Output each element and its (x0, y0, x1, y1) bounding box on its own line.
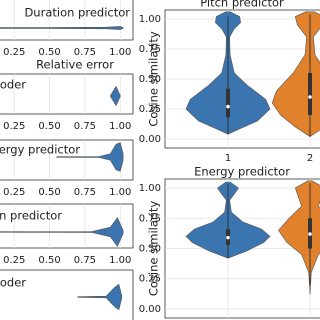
x-tick-label: 1.00 (109, 121, 131, 132)
x-tick-label: 1.00 (109, 47, 131, 58)
y-tick-label: 0.75 (139, 213, 161, 224)
panel-title: Pitch predictor (200, 0, 284, 10)
x-tick-label: 0.25 (3, 255, 25, 266)
plot-area (0, 0, 134, 41)
x-tick-label: 0.75 (74, 47, 96, 58)
x-tick-label: 0.50 (38, 121, 60, 132)
box (308, 73, 312, 115)
plot-area (0, 203, 134, 249)
x-tick-label: 0.75 (74, 187, 96, 198)
panel-title: oder (0, 276, 26, 290)
violin (56, 142, 124, 172)
panel-title: ergy predictor (0, 143, 80, 157)
y-tick-label: 1.00 (139, 183, 161, 194)
panel-title: n predictor (0, 209, 62, 223)
y-tick-label: 0.00 (139, 304, 161, 315)
plot-area (0, 73, 134, 115)
median (308, 95, 312, 99)
violin (0, 26, 124, 30)
x-tick-label: 0.25 (3, 121, 25, 132)
x-tick-label: 2 (307, 153, 313, 164)
x-tick-label: 1.00 (109, 187, 131, 198)
x-tick-label: 0.75 (74, 121, 96, 132)
y-tick-label: 0.50 (139, 74, 161, 85)
x-tick-label: 0.75 (74, 255, 96, 266)
section-label: Relative error (36, 58, 114, 72)
y-tick-label: 0.00 (139, 134, 161, 145)
box (226, 88, 230, 118)
y-tick-label: 0.25 (139, 104, 161, 115)
x-tick-label: 0.25 (3, 187, 25, 198)
panel-title: Duration predictor (24, 6, 130, 20)
y-tick-label: 1.00 (139, 14, 161, 25)
median (308, 232, 312, 236)
x-tick-label: 1 (225, 153, 231, 164)
violin (0, 217, 124, 247)
panel-title: oder (0, 78, 26, 92)
violin (110, 85, 121, 107)
panel-title: Energy predictor (194, 165, 290, 179)
y-axis-label: Cosine similarity (147, 201, 161, 297)
median (226, 104, 230, 109)
median (226, 235, 230, 240)
y-tick-label: 0.75 (139, 44, 161, 55)
y-tick-label: 0.25 (139, 274, 161, 285)
y-axis-label: Cosine similarity (147, 31, 161, 127)
x-tick-label: 0.50 (38, 255, 60, 266)
x-tick-label: 1.00 (109, 255, 131, 266)
violin (77, 283, 122, 311)
x-tick-label: 0.50 (38, 187, 60, 198)
x-tick-label: 0.50 (38, 47, 60, 58)
y-tick-label: 0.50 (139, 244, 161, 255)
x-tick-label: 0.25 (3, 47, 25, 58)
